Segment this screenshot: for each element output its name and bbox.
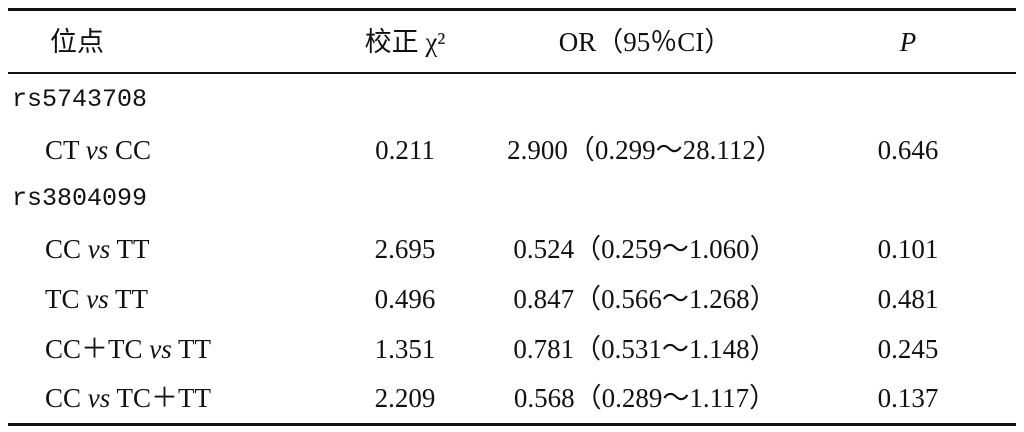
- site-op: vs: [149, 333, 172, 364]
- value-cell: 2.209: [374, 383, 436, 414]
- site-left: CC: [45, 383, 82, 414]
- header-cell: P: [899, 27, 917, 57]
- group-label: rs5743708: [12, 85, 148, 114]
- site-right: TT: [178, 333, 212, 364]
- site-cell: CC＋TC vs TT: [45, 334, 211, 364]
- site-left: CC＋TC: [45, 333, 143, 364]
- site-op: vs: [86, 283, 109, 314]
- site-right: TT: [115, 283, 149, 314]
- site-right: CC: [115, 134, 152, 165]
- site-left: CT: [45, 134, 80, 165]
- value-cell: 0.101: [877, 234, 939, 265]
- site-cell: TC vs TT: [45, 284, 148, 314]
- value-cell: 1.351: [374, 333, 436, 364]
- bottom-rule: [8, 423, 1016, 426]
- value-cell: 0.524（0.259～1.060）: [513, 234, 777, 265]
- value-cell: 0.781（0.531～1.148）: [513, 333, 777, 364]
- group-label: rs3804099: [12, 184, 148, 214]
- site-left: CC: [45, 234, 82, 265]
- site-cell: CC vs TC＋TT: [45, 383, 211, 413]
- value-cell: 0.137: [877, 383, 939, 414]
- header-cell: 位点: [50, 27, 104, 57]
- site-op: vs: [87, 234, 111, 265]
- value-cell: 0.646: [877, 134, 939, 165]
- site-right: TC＋TT: [116, 383, 212, 414]
- value-cell: 0.245: [877, 333, 939, 364]
- site-cell: CT vs CC: [45, 135, 151, 165]
- value-cell: 2.695: [374, 234, 436, 265]
- header-cell: 校正 χ²: [364, 27, 446, 57]
- value-cell: 0.568（0.289～1.117）: [513, 383, 777, 414]
- value-cell: 0.847（0.566～1.268）: [513, 283, 777, 314]
- site-cell: CC vs TT: [45, 234, 150, 264]
- header-rule: [8, 72, 1016, 74]
- value-cell: 0.496: [374, 283, 436, 314]
- site-op: vs: [85, 134, 109, 165]
- value-cell: 0.211: [375, 134, 435, 165]
- header-cell: OR（95％CI）: [558, 27, 732, 57]
- value-cell: 0.481: [877, 283, 939, 314]
- top-rule: [8, 8, 1016, 11]
- site-left: TC: [45, 283, 80, 314]
- value-cell: 2.900（0.299～28.112）: [507, 134, 783, 165]
- site-op: vs: [87, 383, 111, 414]
- site-right: TT: [116, 234, 150, 265]
